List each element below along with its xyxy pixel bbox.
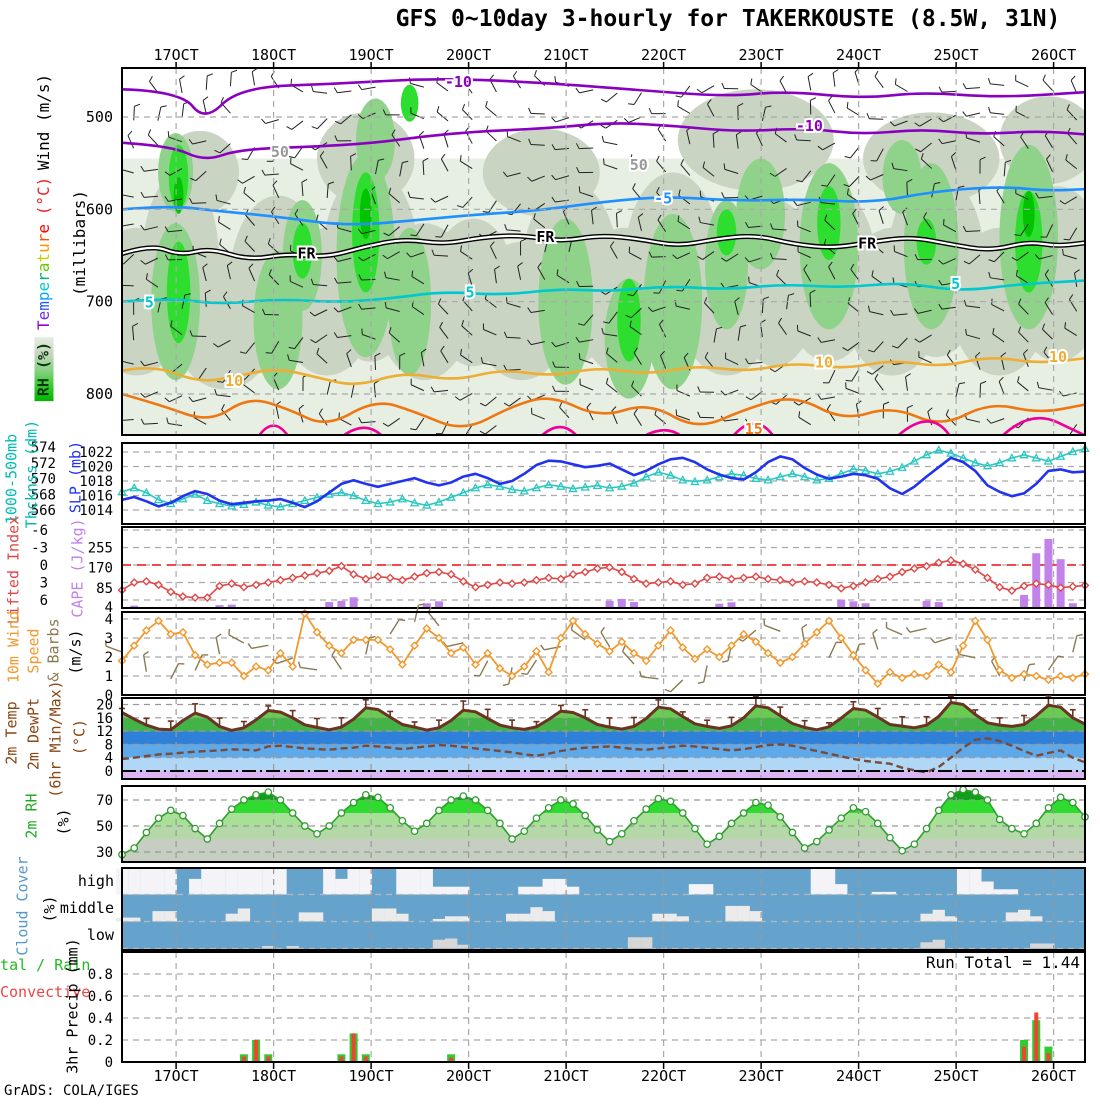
cape-axis-label: CAPE (J/kg) (71, 518, 86, 617)
svg-text:10: 10 (1049, 348, 1067, 366)
svg-text:FR: FR (536, 228, 555, 246)
svg-text:22OCT: 22OCT (641, 1067, 686, 1085)
wind10-label-1: 10m Wind (7, 611, 22, 683)
rh2m-label: 2m RH (25, 793, 40, 838)
svg-text:-5: -5 (654, 189, 672, 207)
svg-text:24OCT: 24OCT (836, 1067, 881, 1085)
svg-text:500: 500 (86, 108, 113, 126)
svg-text:Run Total = 1.44: Run Total = 1.44 (926, 953, 1080, 972)
upper-wind-label: Wind (m/s) (36, 74, 52, 170)
thickness-label-1: 1000-500mb (5, 434, 20, 524)
svg-text:middle: middle (60, 899, 114, 917)
svg-text:600: 600 (86, 200, 113, 218)
svg-text:800: 800 (86, 385, 113, 403)
t2m-label-3: (6hr Min/Max) (49, 680, 64, 797)
svg-text:5: 5 (466, 283, 475, 301)
svg-text:19OCT: 19OCT (349, 46, 394, 64)
rh-legend: RH (%) (35, 337, 54, 401)
svg-text:700: 700 (86, 293, 113, 311)
svg-text:6: 6 (40, 593, 48, 609)
svg-text:50: 50 (630, 156, 648, 174)
svg-text:FR: FR (298, 245, 317, 263)
svg-text:5: 5 (951, 275, 960, 293)
svg-text:low: low (87, 926, 115, 944)
svg-text:0.8: 0.8 (88, 967, 113, 983)
svg-text:18OCT: 18OCT (251, 1067, 296, 1085)
svg-text:25OCT: 25OCT (934, 46, 979, 64)
svg-text:0.2: 0.2 (88, 1033, 113, 1049)
svg-text:4: 4 (105, 612, 113, 628)
rh2m-units-label: (%) (57, 808, 72, 835)
svg-text:20OCT: 20OCT (446, 1067, 491, 1085)
svg-text:22OCT: 22OCT (641, 46, 686, 64)
svg-text:0: 0 (105, 1055, 113, 1071)
svg-text:3: 3 (105, 631, 113, 647)
svg-text:170: 170 (88, 561, 113, 577)
svg-text:21OCT: 21OCT (544, 1067, 589, 1085)
t2m-label-1: 2m Temp (5, 701, 20, 764)
svg-text:10: 10 (815, 354, 833, 372)
cloud-cover-label: Cloud Cover (16, 856, 31, 955)
svg-text:1: 1 (105, 669, 113, 685)
svg-text:5: 5 (145, 294, 154, 312)
svg-text:0: 0 (40, 558, 48, 574)
grads-credit: GrADS: COLA/IGES (4, 1083, 139, 1099)
millibars-axis-label: (millibars) (72, 190, 88, 296)
svg-text:19OCT: 19OCT (349, 1067, 394, 1085)
svg-text:50: 50 (96, 819, 113, 835)
wind10-label-3: & Barbs (47, 618, 62, 681)
svg-text:17OCT: 17OCT (154, 1067, 199, 1085)
svg-text:FR: FR (858, 234, 877, 252)
svg-text:-10: -10 (445, 73, 472, 91)
svg-text:50: 50 (271, 143, 289, 161)
svg-text:-3: -3 (31, 541, 48, 557)
precip-axis-label: 3hr Precip (mm) (66, 938, 81, 1073)
svg-text:21OCT: 21OCT (544, 46, 589, 64)
svg-text:17OCT: 17OCT (154, 46, 199, 64)
svg-text:high: high (78, 872, 114, 890)
wind10-label-2: Speed (27, 628, 42, 673)
svg-text:0.6: 0.6 (88, 989, 113, 1005)
page-title: GFS 0~10day 3-hourly for TAKERKOUSTE (8.… (396, 6, 1061, 32)
svg-text:24OCT: 24OCT (836, 46, 881, 64)
svg-text:20OCT: 20OCT (446, 46, 491, 64)
svg-text:85: 85 (96, 581, 113, 597)
svg-text:-10: -10 (796, 117, 823, 135)
slp-axis-label: SLP (mb) (69, 441, 84, 513)
svg-text:25OCT: 25OCT (934, 1067, 979, 1085)
svg-text:26OCT: 26OCT (1031, 46, 1076, 64)
cloud-units-label: (%) (43, 895, 58, 922)
svg-text:18OCT: 18OCT (251, 46, 296, 64)
svg-text:10: 10 (225, 372, 243, 390)
svg-text:23OCT: 23OCT (739, 46, 784, 64)
upper-degc-label: (°C) (36, 177, 52, 216)
svg-text:2: 2 (105, 650, 113, 666)
svg-text:23OCT: 23OCT (739, 1067, 784, 1085)
svg-text:3: 3 (40, 575, 48, 591)
lifted-index-label: Lifted Index (7, 516, 22, 624)
svg-text:30: 30 (96, 845, 113, 861)
wind10-units-label: (m/s) (69, 629, 84, 674)
thickness-label-2: Thcknss (dm) (25, 420, 40, 528)
svg-text:0: 0 (105, 764, 113, 780)
t2m-units-label: (°C) (73, 719, 88, 755)
svg-text:0.4: 0.4 (88, 1011, 113, 1027)
svg-text:255: 255 (88, 540, 113, 556)
svg-text:70: 70 (96, 793, 113, 809)
svg-text:26OCT: 26OCT (1031, 1067, 1076, 1085)
t2m-label-2: 2m DewPt (27, 698, 42, 770)
temperature-label: Temperature (36, 224, 52, 330)
